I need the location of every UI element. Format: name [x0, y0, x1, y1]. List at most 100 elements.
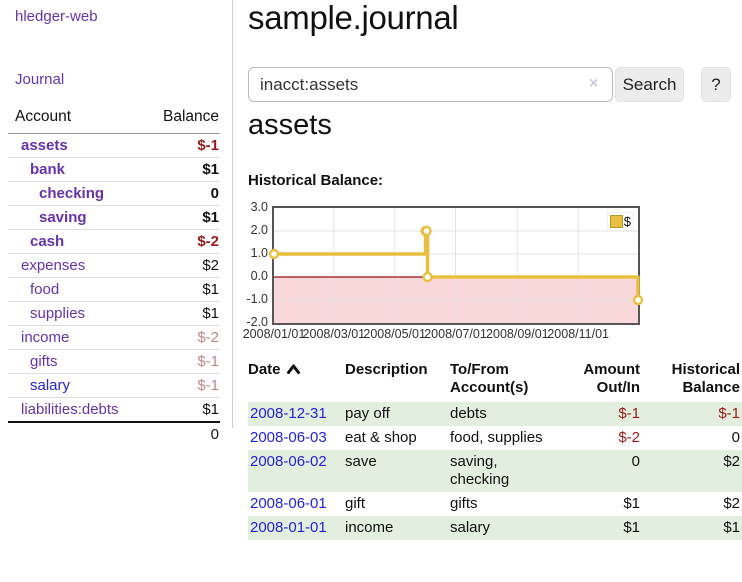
x-axis-tick-label: 2008/07/01	[424, 327, 487, 341]
account-balance: $-2	[197, 329, 219, 346]
y-axis-tick-label: 0.0	[250, 269, 268, 283]
chart-canvas	[268, 208, 644, 323]
clear-search-icon[interactable]: ×	[589, 75, 599, 92]
transaction-description: save	[345, 450, 450, 492]
register-column-amount: Amount Out/In	[583, 361, 640, 396]
main-content: sample.journal × Search ? assets Histori…	[243, 0, 742, 582]
account-row: cash $-2	[8, 230, 220, 254]
search-input[interactable]	[248, 67, 613, 102]
search-form: × Search ?	[248, 67, 742, 103]
account-link-cash[interactable]: cash	[30, 233, 65, 250]
transaction-accounts: salary	[450, 516, 565, 540]
register-column-description: Description	[345, 361, 428, 378]
transaction-balance: $-1	[642, 402, 742, 426]
sort-ascending-icon	[286, 362, 301, 380]
account-heading: assets	[248, 109, 332, 141]
transaction-balance: $2	[723, 495, 740, 512]
y-axis-tick-label: 1.0	[250, 246, 268, 260]
register-column-date[interactable]: Date	[248, 361, 345, 402]
transaction-amount: $1	[565, 516, 642, 540]
account-link-income[interactable]: income	[21, 329, 70, 346]
account-link-expenses[interactable]: expenses	[21, 257, 86, 274]
register-column-accounts: To/From Account(s)	[450, 361, 529, 396]
account-link-food[interactable]: food	[30, 281, 60, 298]
accounts-total-value: 0	[210, 425, 219, 443]
account-row: food $1	[8, 278, 220, 302]
account-link-liabilities-debts[interactable]: liabilities:debts	[21, 400, 119, 418]
transaction-description: income	[345, 516, 450, 540]
transaction-amount: $-2	[618, 429, 640, 446]
register-table: Date Description To/From Account(s) Amou…	[248, 361, 742, 540]
account-row: assets $-1	[8, 134, 220, 158]
account-balance: $-2	[197, 233, 219, 250]
account-link-gifts[interactable]: gifts	[30, 353, 58, 370]
account-row: salary $-1	[8, 374, 220, 398]
register-column-balance: Historical Balance	[671, 361, 740, 396]
transaction-description: eat & shop	[345, 429, 417, 446]
y-axis-tick-label: -1.0	[246, 292, 268, 306]
sidebar: hledger-web Journal Account Balance asse…	[0, 0, 232, 582]
account-balance: $1	[202, 305, 219, 322]
account-link-checking[interactable]: checking	[39, 185, 105, 202]
transaction-amount: $1	[623, 495, 640, 512]
account-row: bank $1	[8, 158, 220, 182]
transaction-description: gift	[345, 495, 366, 512]
account-balance: $1	[202, 161, 219, 178]
account-balance: $1	[202, 400, 219, 418]
transaction-amount: 0	[565, 450, 642, 492]
account-row: supplies $1	[8, 302, 220, 326]
x-axis: 2008/01/01 2008/03/01 2008/05/01 2008/07/01…	[243, 327, 742, 345]
chart-plot-area: $	[268, 206, 644, 325]
balance-chart: 3.0 2.0 1.0 0.0 -1.0 -2.0 $ 2008/01/01 2008/03…	[243, 200, 742, 356]
account-row: expenses $2	[8, 254, 220, 278]
account-balance: 0	[210, 185, 219, 202]
account-balance: $2	[202, 257, 219, 274]
chart-legend: $	[606, 212, 634, 231]
accounts-total-row: 0	[8, 421, 220, 446]
account-balance: $-1	[197, 137, 219, 154]
account-link-salary[interactable]: salary	[30, 377, 71, 394]
transaction-accounts: saving, checking	[450, 450, 565, 492]
y-axis: 3.0 2.0 1.0 0.0 -1.0 -2.0	[222, 200, 268, 329]
transaction-balance: 0	[731, 429, 740, 446]
transaction-amount: $-1	[565, 402, 642, 426]
account-balance: $1	[202, 281, 219, 298]
x-axis-tick-label: 2008/11/01	[547, 327, 609, 341]
register-row: 2008-06-03 eat & shop food, supplies $-2…	[248, 426, 742, 450]
transaction-date-link[interactable]: 2008-06-01	[250, 495, 327, 512]
sidebar-item-journal[interactable]: Journal	[15, 71, 65, 88]
transaction-date-link[interactable]: 2008-01-01	[250, 519, 327, 536]
account-row: liabilities:debts $1	[8, 398, 220, 422]
help-button[interactable]: ?	[701, 67, 731, 102]
app-brand-link[interactable]: hledger-web	[15, 8, 98, 25]
account-balance: $-1	[197, 353, 219, 370]
x-axis-tick-label: 2008/05/01	[363, 327, 426, 341]
accounts-column-balance: Balance	[162, 108, 219, 125]
register-row: 2008-06-02 save saving, checking 0 $2	[248, 450, 742, 492]
search-button[interactable]: Search	[615, 67, 684, 102]
account-link-assets[interactable]: assets	[21, 137, 68, 154]
transaction-date-link[interactable]: 2008-06-02	[250, 453, 327, 470]
account-row: checking 0	[8, 182, 220, 206]
transaction-accounts: food, supplies	[450, 429, 543, 446]
sidebar-divider	[232, 0, 233, 428]
account-link-supplies[interactable]: supplies	[30, 305, 86, 322]
register-row: 2008-12-31 pay off debts $-1 $-1	[248, 402, 742, 426]
transaction-description: pay off	[345, 402, 450, 426]
register-row: 2008-01-01 income salary $1 $1	[248, 516, 742, 540]
transaction-date-link[interactable]: 2008-06-03	[250, 429, 327, 446]
account-row: gifts $-1	[8, 350, 220, 374]
legend-label: $	[623, 214, 631, 229]
transaction-date-link[interactable]: 2008-12-31	[250, 405, 327, 422]
accounts-table: Account Balance assets $-1 bank $1 check…	[8, 104, 220, 446]
account-link-bank[interactable]: bank	[30, 161, 66, 178]
account-link-saving[interactable]: saving	[39, 209, 87, 226]
x-axis-tick-label: 2008/01/01	[242, 327, 306, 341]
transaction-accounts: debts	[450, 402, 565, 426]
account-balance: $1	[202, 209, 219, 226]
page-title: sample.journal	[248, 0, 459, 36]
y-axis-tick-label: -2.0	[246, 315, 268, 329]
account-row: income $-2	[8, 326, 220, 350]
y-axis-tick-label: 2.0	[250, 223, 268, 237]
transaction-accounts: gifts	[450, 495, 478, 512]
